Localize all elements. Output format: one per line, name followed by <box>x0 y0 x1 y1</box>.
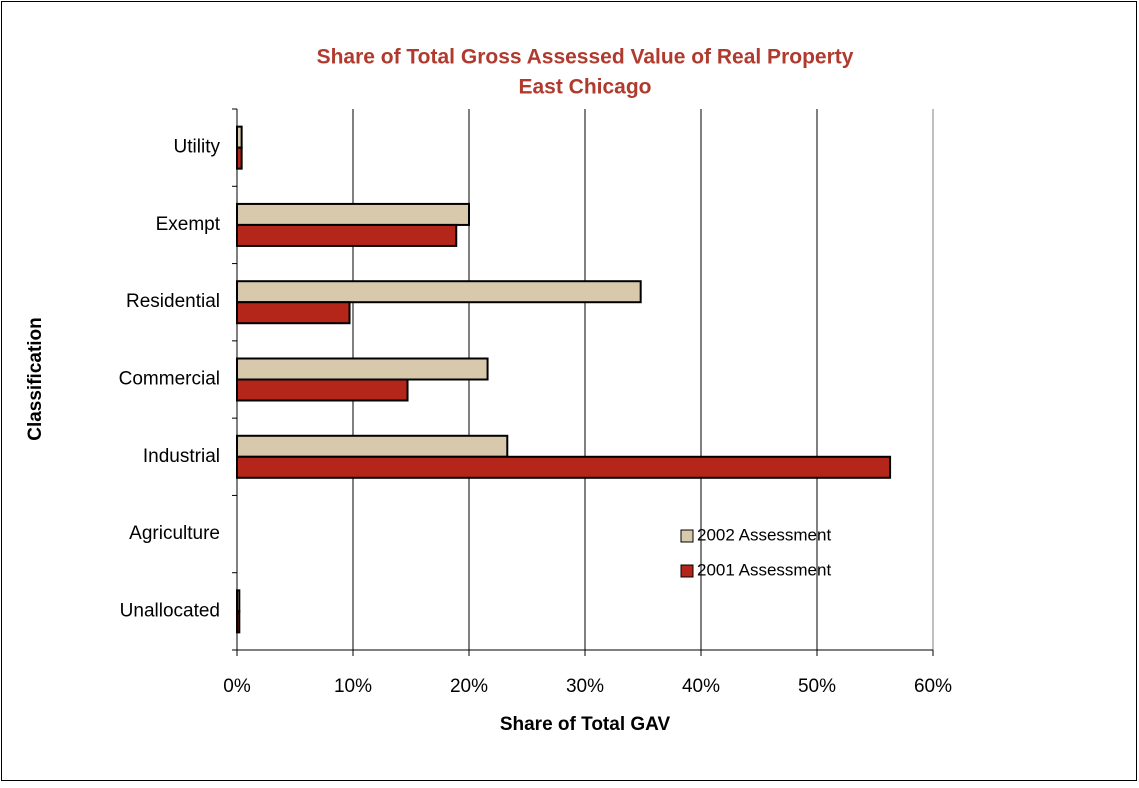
x-axis-title: Share of Total GAV <box>500 714 671 735</box>
chart-title: Share of Total Gross Assessed Value of R… <box>317 46 854 69</box>
legend-swatch <box>680 564 694 578</box>
bar <box>236 280 642 304</box>
y-tick-label: Agriculture <box>129 523 220 544</box>
y-tick-label: Exempt <box>156 214 221 235</box>
bar <box>236 301 351 325</box>
legend-label: 2002 Assessment <box>697 525 831 544</box>
legend-swatch <box>680 529 694 543</box>
y-tick-label: Unallocated <box>120 600 220 621</box>
y-tick-label: Commercial <box>119 369 220 390</box>
bar <box>236 434 509 458</box>
x-tick-label: 20% <box>450 676 488 697</box>
x-tick-label: 50% <box>798 676 836 697</box>
bar <box>236 202 470 226</box>
x-tick-label: 60% <box>914 676 952 697</box>
bar <box>236 589 241 613</box>
y-tick-label: Residential <box>126 291 220 312</box>
x-tick-label: 0% <box>223 676 251 697</box>
x-tick-label: 40% <box>682 676 720 697</box>
y-tick-label: Utility <box>174 137 221 158</box>
y-tick-label: Industrial <box>143 446 220 467</box>
bar <box>236 223 458 247</box>
bar <box>236 146 243 170</box>
bar <box>236 125 243 149</box>
bar <box>236 357 489 381</box>
y-axis-title: Classification <box>25 317 46 441</box>
bar <box>236 378 409 402</box>
x-tick-label: 10% <box>334 676 372 697</box>
legend-label: 2001 Assessment <box>697 560 831 579</box>
bar <box>236 455 892 479</box>
chart-subtitle: East Chicago <box>518 76 651 99</box>
x-tick-label: 30% <box>566 676 604 697</box>
bar <box>236 610 241 634</box>
